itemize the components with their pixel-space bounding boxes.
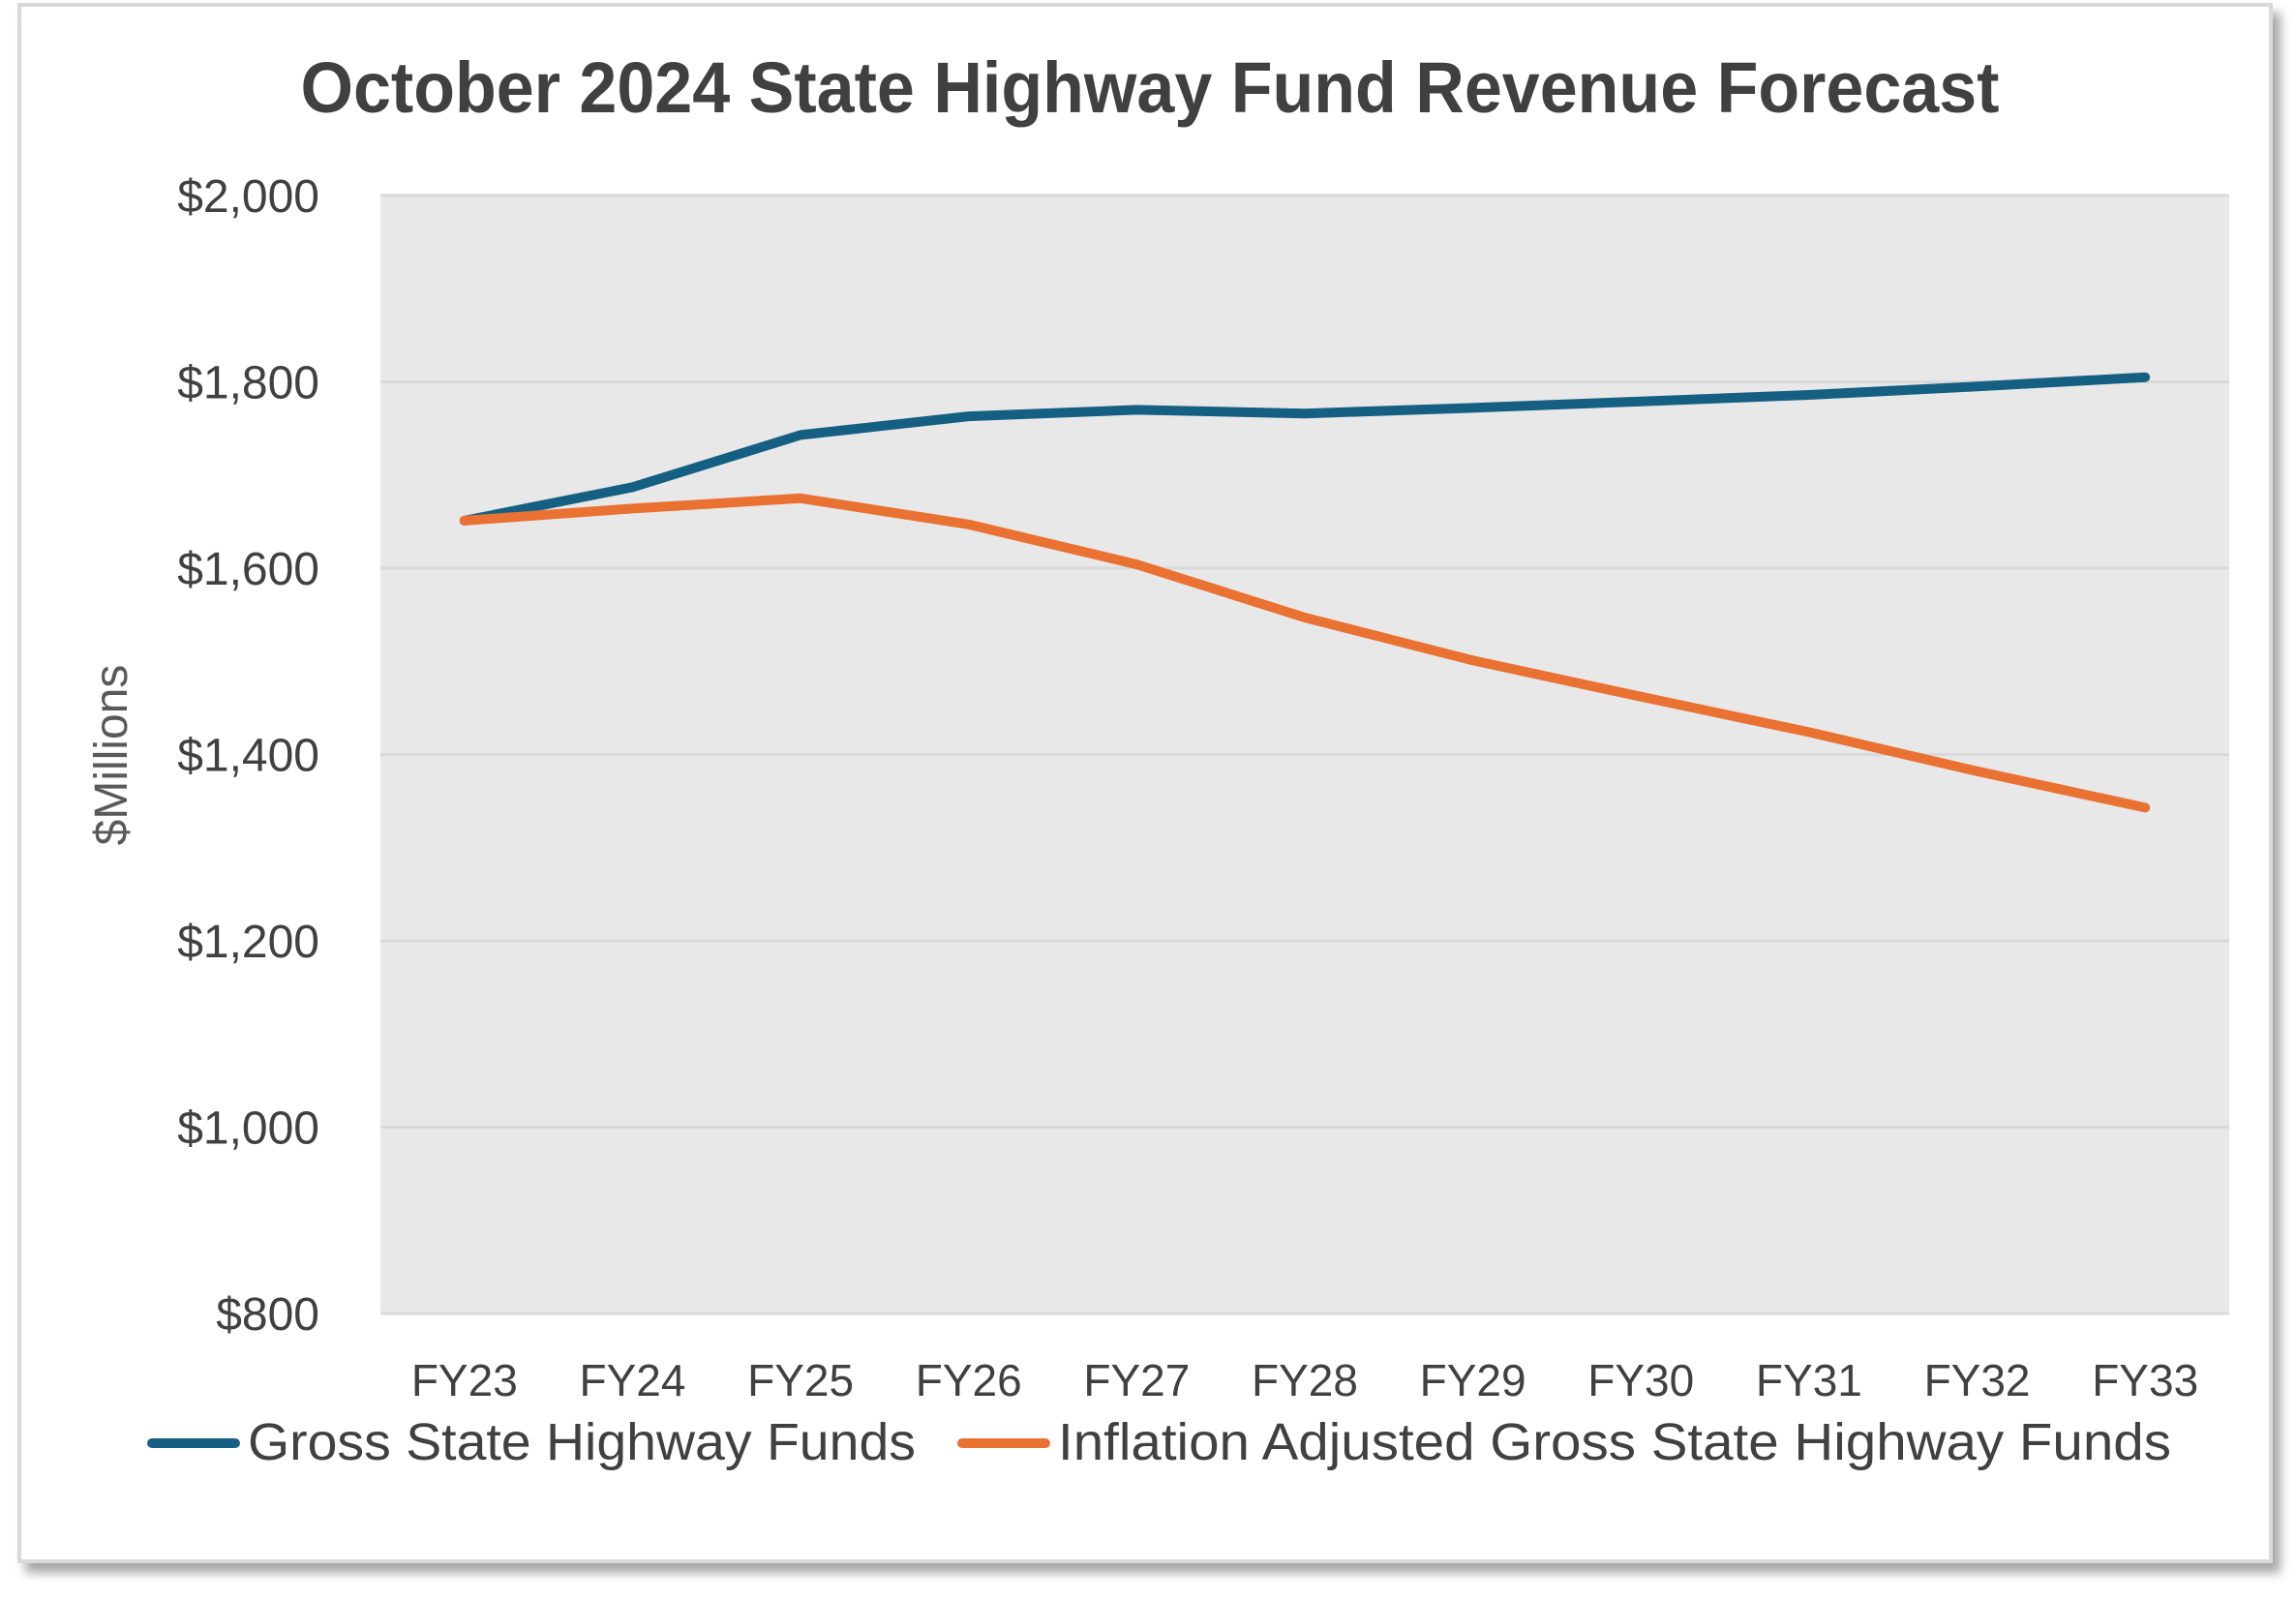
series-lines <box>459 372 2151 813</box>
x-tick-label: FY29 <box>1420 1355 1526 1405</box>
y-tick-label: $800 <box>216 1289 319 1341</box>
legend: Gross State Highway Funds Inflation Adjus… <box>147 1413 2171 1471</box>
y-tick-label: $1,600 <box>177 544 319 595</box>
x-tick-label: FY28 <box>1252 1355 1358 1405</box>
y-tick-label: $1,000 <box>177 1103 319 1155</box>
legend-label: Inflation Adjusted Gross State Highway F… <box>1058 1413 2171 1471</box>
x-tick-label: FY33 <box>2092 1355 2198 1405</box>
x-tick-label: FY24 <box>579 1355 685 1405</box>
y-axis-ticks: $800 $1,000 $1,200 $1,400 $1,600 $1,800 $2,000 <box>177 171 319 1341</box>
x-tick-label: FY26 <box>916 1355 1022 1405</box>
x-tick-label: FY27 <box>1083 1355 1190 1405</box>
y-tick-label: $1,400 <box>177 731 319 782</box>
chart-title: October 2024 State Highway Fund Revenue … <box>301 47 2000 128</box>
legend-label: Gross State Highway Funds <box>248 1413 916 1471</box>
legend-item: Gross State Highway Funds <box>147 1413 916 1471</box>
x-tick-label: FY23 <box>411 1355 518 1405</box>
legend-item: Inflation Adjusted Gross State Highway F… <box>957 1413 2171 1471</box>
y-tick-label: $2,000 <box>177 171 319 223</box>
x-tick-label: FY30 <box>1587 1355 1694 1405</box>
y-tick-label: $1,800 <box>177 358 319 409</box>
y-tick-label: $1,200 <box>177 917 319 968</box>
y-axis-label: $Millions <box>86 665 137 846</box>
x-axis-ticks: FY23 FY24 FY25 FY26 FY27 FY28 FY29 FY30 FY31 FY32… <box>411 1355 2198 1405</box>
x-tick-label: FY31 <box>1756 1355 1862 1405</box>
x-tick-label: FY25 <box>747 1355 854 1405</box>
x-tick-label: FY32 <box>1924 1355 2031 1405</box>
